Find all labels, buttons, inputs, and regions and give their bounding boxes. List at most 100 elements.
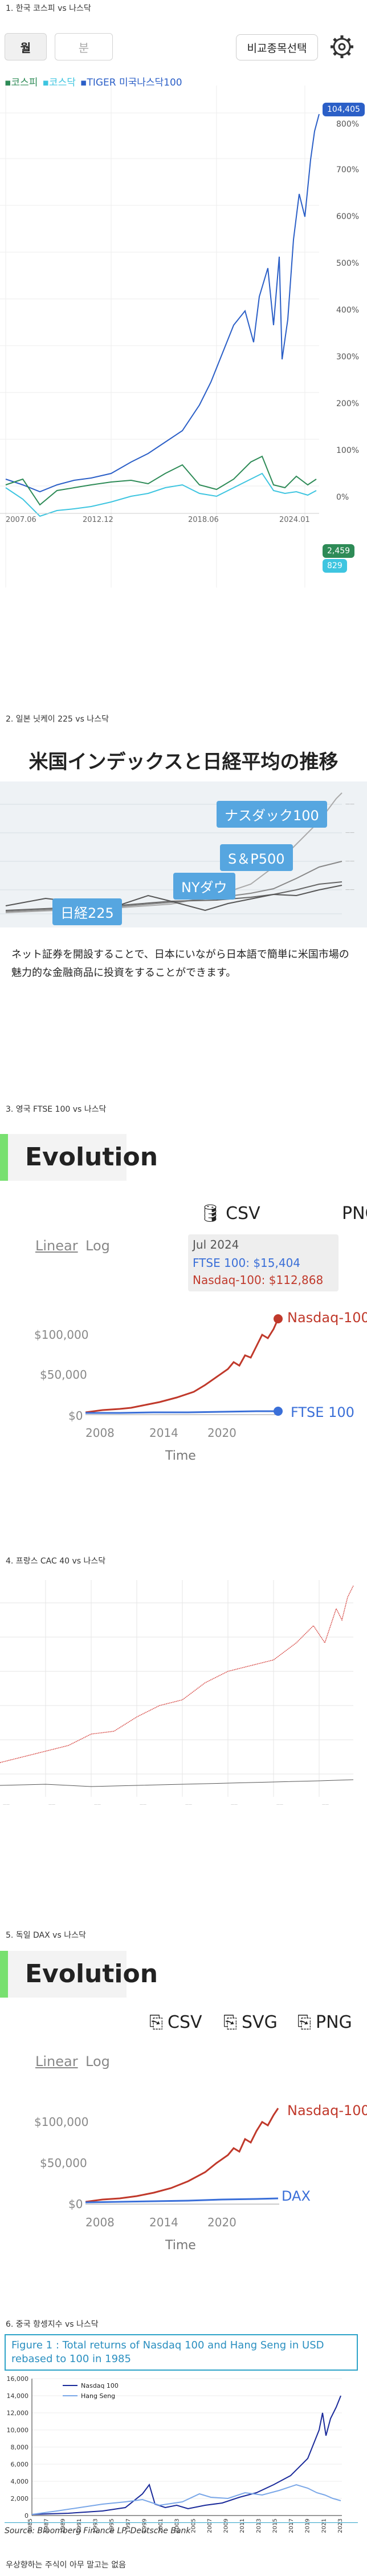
kr-ytick: 100% [336,446,360,455]
cac-nasdaq-line [0,1585,354,1763]
png-button-fragment[interactable]: PNG [342,1204,367,1224]
ftse-xlabel: Time [165,1449,196,1463]
png-button[interactable]: ⎘ PNG [297,2012,352,2032]
dax-xtick: 2014 [149,2215,178,2229]
svg-text:——: —— [3,1803,10,1807]
kospi-chart: 2007.06 2012.12 2018.06 2024.01 [0,86,320,588]
hk-xtick: 2023 [337,2518,344,2533]
ftse100-label: FTSE 100 [291,1404,354,1420]
hk-ytick: 16,000 [7,2375,29,2383]
dax-chart [85,2108,279,2205]
log-toggle[interactable]: Log [85,1238,110,1254]
hk-xtick: 1987 [44,2518,50,2533]
svg-text:——: —— [140,1803,146,1807]
image-icon: ⎘ [297,2012,311,2032]
hk-xtick: 1989 [60,2518,66,2533]
dax-nasdaq-line [85,2108,279,2203]
hk-xtick: 2017 [288,2518,295,2533]
svg-text:——: —— [345,887,354,892]
log-toggle[interactable]: Log [85,2053,110,2069]
kr-xtick: 2024.01 [279,516,310,524]
kr-ytick: 500% [336,259,360,268]
linear-toggle[interactable]: Linear [35,1238,78,1254]
hk-xtick: 2007 [207,2518,213,2533]
hk-xtick: 1991 [76,2518,83,2533]
svg-text:——: —— [345,830,354,835]
ftse-ytick: $0 [68,1409,83,1423]
jp-caption: ネット証券を開設することで、日本にいながら日本語で簡単に米国市場の魅力的な金融商… [11,949,349,979]
hk-ytick: 12,000 [7,2409,29,2417]
csv-button[interactable]: 🛢 CSV [199,1204,260,1224]
footer-text: 우상향하는 주식이 아무 말고는 없음 [6,2561,126,2570]
hk-legend-nasdaq: Nasdaq 100 [81,2382,119,2389]
cac-chart: —— —— —— —— —— —— —— —— [0,1580,354,1807]
period-month-tab[interactable]: 월 [5,33,47,60]
svg-button[interactable]: ⎘ SVG [223,2012,278,2032]
ftse100-endpoint [274,1407,283,1416]
tooltip-nasdaq: Nasdaq-100: $112,868 [193,1273,324,1287]
svg-text:——: —— [345,801,354,807]
dax-ytick: $0 [68,2197,83,2211]
ftse-chart [85,1314,283,1416]
kr-legend: ▪코스피 ▪코스닥 ▪TIGER 미국나스닥100 [5,74,182,88]
kosdaq-line [5,472,317,517]
hk-ytick: 8,000 [11,2444,29,2451]
tooltip-date: Jul 2024 [193,1238,239,1251]
linear-toggle[interactable]: Linear [35,2053,78,2069]
doc-icon: ⎘ [149,2012,163,2032]
ftse-xtick: 2008 [85,1426,115,1440]
hk-ytick: 4,000 [11,2478,29,2485]
ftse-ytick: $50,000 [40,1368,87,1382]
hk-chart: 16,000 14,000 12,000 10,000 8,000 6,000 4,000 2… [7,2375,344,2533]
kr-ytick: 300% [336,353,360,362]
kr-ytick: 600% [336,212,360,221]
ftse-xtick: 2014 [149,1426,178,1440]
hk-xtick: 1985 [27,2518,34,2533]
hk-xtick: 2011 [239,2518,246,2533]
jp-label-nasdaq: ナスダック100 [217,801,327,828]
hk-xtick: 2021 [321,2518,327,2533]
hk-xtick: 1993 [93,2518,99,2533]
ftse-ytick: $100,000 [34,1328,89,1342]
tooltip-ftse: FTSE 100: $15,404 [193,1256,301,1270]
jp-label-dow: NYダウ [173,873,235,900]
svg-text:——: —— [345,858,354,864]
dax-line [85,2197,279,2204]
svg-text:——: —— [185,1803,192,1807]
section-title: 2. 일본 닛케이 225 vs 나스닥 [6,715,109,724]
nasdaq100-label: Nasdaq-100 [287,1310,367,1326]
section-title: 1. 한국 코스피 vs 나스닥 [6,4,91,13]
svg-text:——: —— [94,1803,101,1807]
jp-chart-title: 米国インデックスと日経平均の推移 [28,751,339,773]
hk-xtick: 2003 [174,2518,181,2533]
kospi-badge: 2,459 [323,544,355,558]
hk-figure-title: Figure 1 : Total returns of Nasdaq 100 a… [5,2334,358,2371]
legend-kosdaq: ▪코스닥 [42,77,76,88]
dax-xlabel: Time [165,2238,196,2253]
tiger-line [5,114,320,493]
nasdaq100-endpoint [274,1314,283,1323]
hk-ytick: 6,000 [11,2461,29,2468]
database-icon: 🛢 [199,1204,222,1224]
kr-xtick: 2012.12 [83,516,113,524]
period-minute-tab[interactable]: 분 [55,33,113,60]
settings-gear-icon[interactable] [328,33,356,60]
nasdaq100-line [85,1318,279,1413]
dax-xtick: 2008 [85,2215,115,2229]
legend-tiger: ▪TIGER 미국나스닥100 [80,77,182,88]
evolution-banner: Evolution [0,1134,158,1181]
compare-stock-button[interactable]: 비교종목선택 [236,34,318,60]
hk-ytick: 0 [25,2512,28,2520]
hk-xtick: 2019 [305,2518,311,2533]
jp-label-nikkei: 日経225 [52,898,122,925]
dax-ytick: $100,000 [34,2115,89,2129]
hk-nasdaq-line [31,2395,341,2515]
svg-text:——: —— [48,1803,55,1807]
tiger-badge: 104,405 [323,103,365,116]
dax-xtick: 2020 [207,2215,236,2229]
hk-xtick: 2013 [256,2518,262,2533]
svg-text:——: —— [322,1803,329,1807]
csv-button[interactable]: ⎘ CSV [149,2012,202,2032]
kr-xaxis: 2007.06 2012.12 2018.06 2024.01 [0,513,319,524]
kr-xtick: 2007.06 [6,516,36,524]
